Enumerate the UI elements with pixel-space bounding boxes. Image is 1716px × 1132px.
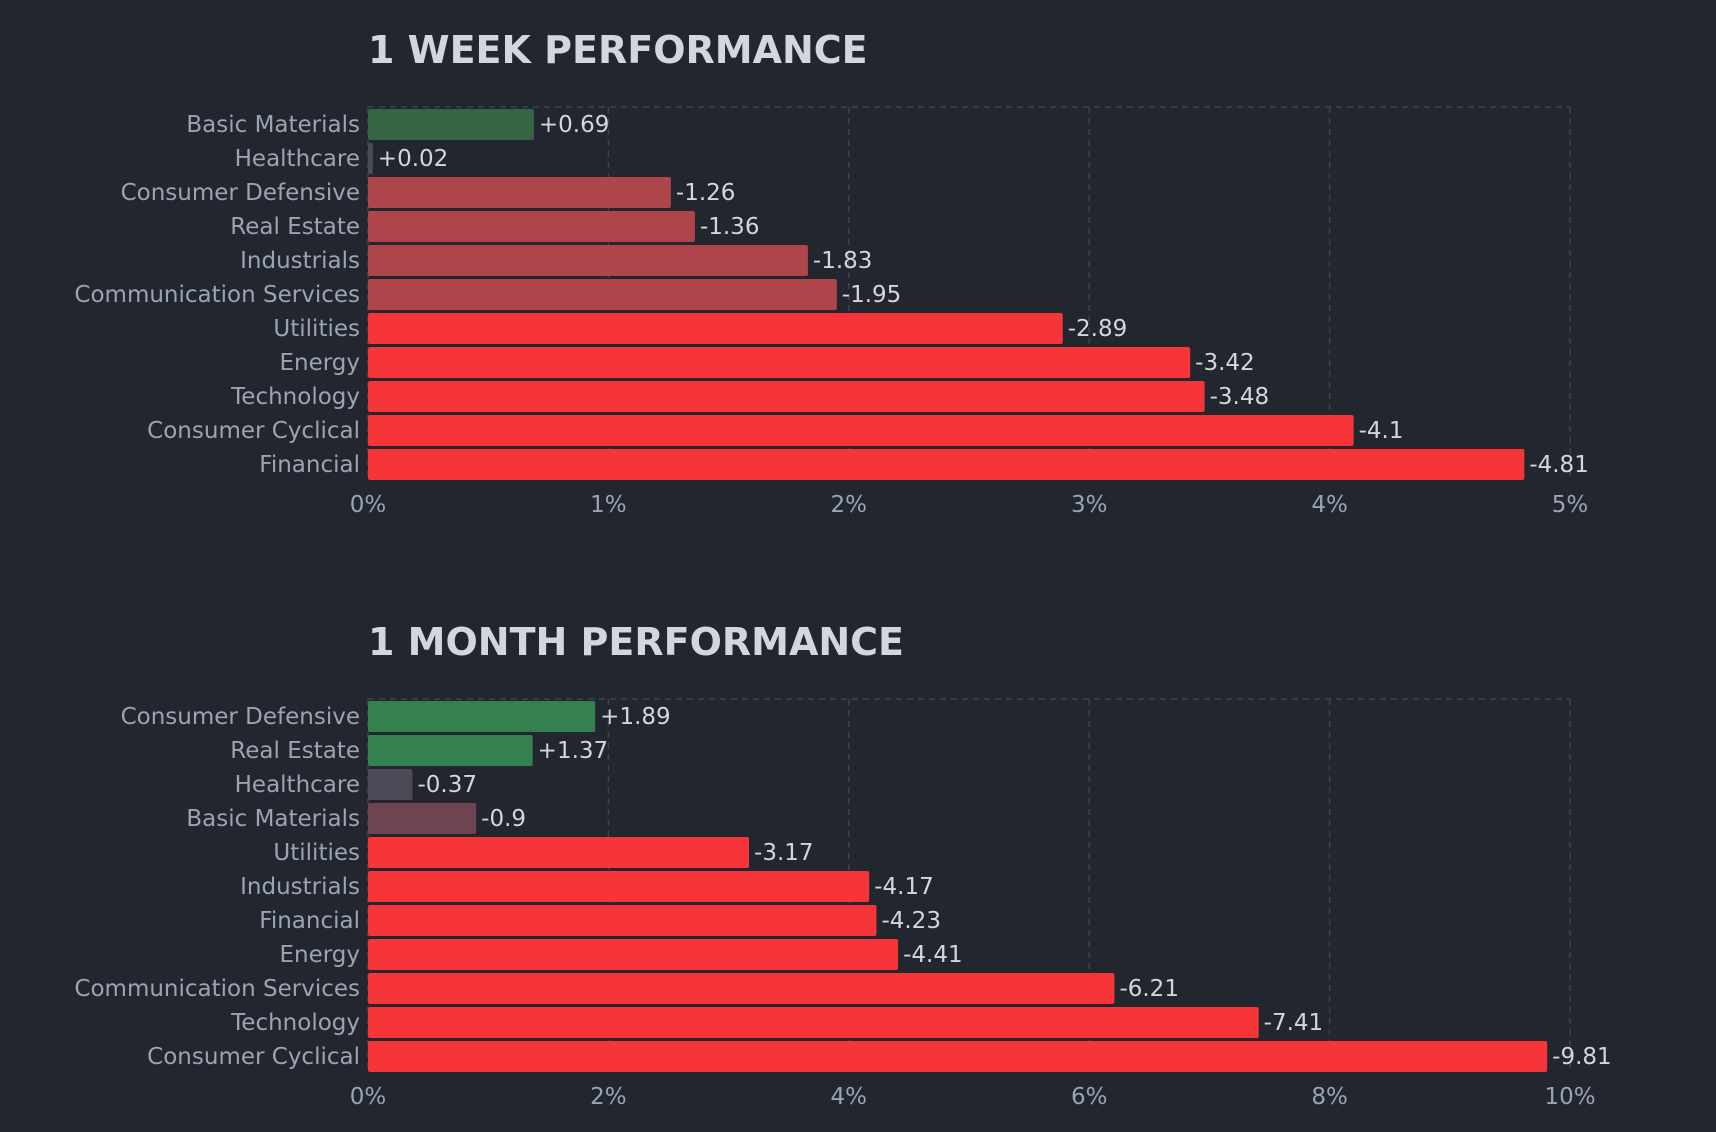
week-value-label: -3.42 [1195, 350, 1255, 376]
month-category-label: Consumer Cyclical [147, 1044, 360, 1070]
week-chart-title: 1 WEEK PERFORMANCE [368, 28, 868, 72]
week-category-label: Consumer Cyclical [147, 418, 360, 444]
week-value-label: -4.1 [1359, 418, 1404, 444]
week-bar [368, 177, 671, 208]
month-category-label: Industrials [240, 874, 360, 900]
week-x-tick-label: 5% [1552, 492, 1589, 518]
month-bar [368, 973, 1115, 1004]
week-category-label: Basic Materials [186, 112, 360, 138]
week-value-label: -1.83 [813, 248, 873, 274]
week-bar [368, 245, 808, 276]
month-category-label: Technology [230, 1010, 360, 1036]
month-category-label: Consumer Defensive [121, 704, 360, 730]
month-category-label: Utilities [273, 840, 360, 866]
week-value-label: -1.26 [676, 180, 736, 206]
month-bar [368, 735, 533, 766]
week-x-tick-label: 4% [1311, 492, 1348, 518]
month-value-label: -9.81 [1552, 1044, 1612, 1070]
month-bar [368, 837, 750, 868]
month-category-label: Healthcare [235, 772, 360, 798]
month-bar [368, 769, 413, 800]
month-value-label: -3.17 [754, 840, 814, 866]
week-category-label: Financial [259, 452, 360, 478]
week-value-label: +0.69 [539, 112, 609, 138]
month-value-label: -7.41 [1264, 1010, 1324, 1036]
month-bar [368, 871, 870, 902]
week-bar [368, 143, 373, 174]
month-bar [368, 905, 877, 936]
week-category-label: Consumer Defensive [121, 180, 360, 206]
week-value-label: -1.36 [700, 214, 760, 240]
month-value-label: +1.89 [600, 704, 670, 730]
week-bar [368, 347, 1191, 378]
month-bar [368, 803, 477, 834]
week-value-label: -3.48 [1210, 384, 1270, 410]
month-x-tick-label: 4% [831, 1084, 868, 1110]
month-x-tick-label: 6% [1071, 1084, 1108, 1110]
week-category-label: Energy [279, 350, 360, 376]
month-x-tick-label: 0% [350, 1084, 387, 1110]
week-value-label: -2.89 [1068, 316, 1128, 342]
month-value-label: +1.37 [538, 738, 608, 764]
month-value-label: -6.21 [1119, 976, 1179, 1002]
week-category-label: Industrials [240, 248, 360, 274]
week-bar [368, 449, 1525, 480]
week-category-label: Technology [230, 384, 360, 410]
week-category-label: Healthcare [235, 146, 360, 172]
week-bar [368, 211, 695, 242]
month-category-label: Basic Materials [186, 806, 360, 832]
week-bar [368, 381, 1205, 412]
week-x-tick-label: 0% [350, 492, 387, 518]
month-value-label: -0.9 [481, 806, 526, 832]
week-value-label: -4.81 [1529, 452, 1589, 478]
month-performance-chart: 1 MONTH PERFORMANCE Consumer Defensive +1.… [74, 620, 1611, 1110]
month-bar [368, 1041, 1548, 1072]
month-bar [368, 1007, 1259, 1038]
month-bar [368, 939, 899, 970]
week-x-tick-label: 3% [1071, 492, 1108, 518]
month-chart-title: 1 MONTH PERFORMANCE [368, 620, 904, 664]
week-category-label: Communication Services [74, 282, 360, 308]
week-performance-chart: 1 WEEK PERFORMANCE Basic Materials +0.69 He… [74, 28, 1588, 518]
week-bar [368, 313, 1063, 344]
month-x-tick-label: 8% [1311, 1084, 1348, 1110]
month-category-label: Financial [259, 908, 360, 934]
month-category-label: Real Estate [230, 738, 360, 764]
week-bar [368, 415, 1354, 446]
month-value-label: -4.17 [874, 874, 934, 900]
month-category-label: Communication Services [74, 976, 360, 1002]
month-value-label: -4.41 [903, 942, 963, 968]
week-bar [368, 109, 534, 140]
month-x-tick-label: 10% [1544, 1084, 1595, 1110]
week-category-label: Real Estate [230, 214, 360, 240]
month-x-tick-label: 2% [590, 1084, 627, 1110]
week-value-label: +0.02 [378, 146, 448, 172]
week-x-tick-label: 1% [590, 492, 627, 518]
week-category-label: Utilities [273, 316, 360, 342]
month-value-label: -4.23 [881, 908, 941, 934]
month-category-label: Energy [279, 942, 360, 968]
week-bar [368, 279, 837, 310]
week-x-tick-label: 2% [831, 492, 868, 518]
month-bar [368, 701, 596, 732]
month-value-label: -0.37 [417, 772, 477, 798]
week-value-label: -1.95 [842, 282, 902, 308]
